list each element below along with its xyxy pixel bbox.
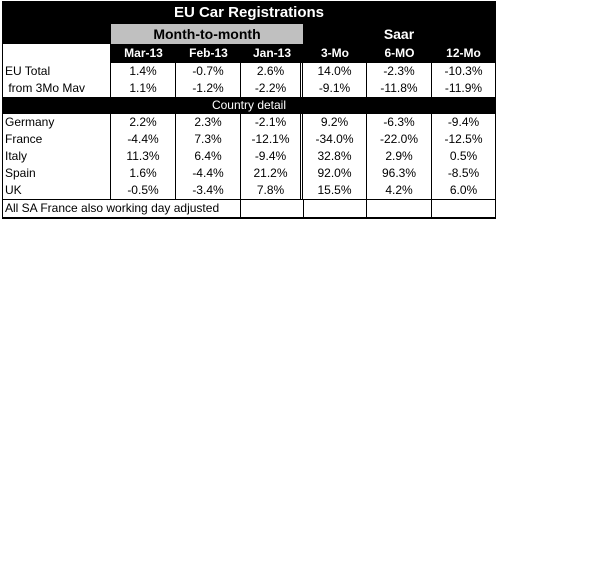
value-cell: -2.3% [367, 63, 432, 80]
value-cell: -12.5% [444, 132, 483, 146]
value-cell: -0.7% [176, 63, 241, 80]
table-row: Italy 11.3% 6.4% -9.4% 32.8% 2.9% 0.5% [3, 148, 495, 165]
table-row: France -4.4% 7.3% -12.1% -34.0% -22.0% -… [3, 131, 495, 148]
footnote: All SA France also working day adjusted [3, 200, 241, 217]
empty-cell [303, 200, 367, 217]
value-cell: -22.0% [367, 131, 432, 148]
value-cell: -9.4% [447, 115, 480, 129]
value-cell: 2.6% [241, 63, 303, 80]
column-header: Jan-13 [252, 46, 292, 60]
column-header: 3-Mo [321, 46, 349, 60]
row-label: Spain [3, 165, 111, 182]
value-cell: -1.2% [176, 80, 241, 97]
value-cell: 4.2% [367, 182, 432, 199]
value-cell: 15.5% [303, 182, 367, 199]
group-header-row: Month-to-month Saar [3, 24, 495, 44]
value-cell: -2.2% [241, 80, 303, 97]
column-header-row: Mar-13 Feb-13 Jan-13 3-Mo 6-MO 12-Mo [3, 44, 495, 63]
value-cell: -3.4% [176, 182, 241, 199]
value-cell: 7.3% [176, 131, 241, 148]
value-cell: -4.4% [111, 131, 176, 148]
value-cell: -0.5% [111, 182, 176, 199]
value-cell: -2.1% [241, 114, 303, 131]
table-row: Germany 2.2% 2.3% -2.1% 9.2% -6.3% -9.4% [3, 114, 495, 131]
value-cell: 2.9% [367, 148, 432, 165]
value-cell: -12.1% [241, 131, 303, 148]
table-title: EU Car Registrations [173, 4, 325, 21]
value-cell: -8.5% [447, 166, 480, 180]
value-cell: 1.1% [111, 80, 176, 97]
eu-car-registrations-table: EU Car Registrations Month-to-month Saar… [2, 1, 496, 219]
value-cell: 11.3% [111, 148, 176, 165]
title-row: EU Car Registrations [3, 2, 495, 24]
column-header: Feb-13 [189, 46, 228, 60]
value-cell: 1.4% [111, 63, 176, 80]
value-cell: -6.3% [367, 114, 432, 131]
value-cell: 1.6% [111, 165, 176, 182]
group-header-saar: Saar [383, 26, 415, 42]
row-label: UK [3, 182, 111, 199]
value-cell: -10.3% [444, 64, 483, 78]
value-cell: 14.0% [303, 63, 367, 80]
value-cell: 0.5% [449, 149, 478, 163]
empty-cell [367, 200, 432, 217]
row-label: Italy [3, 148, 111, 165]
value-cell: 2.2% [111, 114, 176, 131]
header-label-cell [3, 44, 111, 63]
value-cell: 9.2% [303, 114, 367, 131]
value-cell: 2.3% [176, 114, 241, 131]
value-cell: 96.3% [367, 165, 432, 182]
row-label: France [3, 131, 111, 148]
value-cell: 21.2% [241, 165, 303, 182]
value-cell: 92.0% [303, 165, 367, 182]
value-cell: -11.8% [367, 80, 432, 97]
value-cell: 6.0% [449, 183, 478, 197]
column-header: 6-MO [384, 46, 415, 60]
table-row: from 3Mo Mav 1.1% -1.2% -2.2% -9.1% -11.… [3, 80, 495, 97]
value-cell: -9.4% [241, 148, 303, 165]
footnote-row: All SA France also working day adjusted [3, 199, 495, 217]
group-header-month-to-month: Month-to-month [111, 24, 303, 44]
section-label: Country detail [211, 98, 287, 112]
table-row: UK -0.5% -3.4% 7.8% 15.5% 4.2% 6.0% [3, 182, 495, 199]
table-row: Spain 1.6% -4.4% 21.2% 92.0% 96.3% -8.5% [3, 165, 495, 182]
row-label: EU Total [3, 63, 111, 80]
row-label: from 3Mo Mav [3, 80, 111, 97]
value-cell: 6.4% [176, 148, 241, 165]
value-cell: 7.8% [241, 182, 303, 199]
column-header: 12-Mo [446, 46, 481, 60]
value-cell: -11.9% [444, 81, 483, 95]
table-row: EU Total 1.4% -0.7% 2.6% 14.0% -2.3% -10… [3, 63, 495, 80]
section-row: Country detail [3, 97, 495, 114]
column-header: Mar-13 [124, 46, 163, 60]
value-cell: -34.0% [303, 131, 367, 148]
row-label: Germany [3, 114, 111, 131]
value-cell: 32.8% [303, 148, 367, 165]
value-cell: -4.4% [176, 165, 241, 182]
value-cell: -9.1% [303, 80, 367, 97]
